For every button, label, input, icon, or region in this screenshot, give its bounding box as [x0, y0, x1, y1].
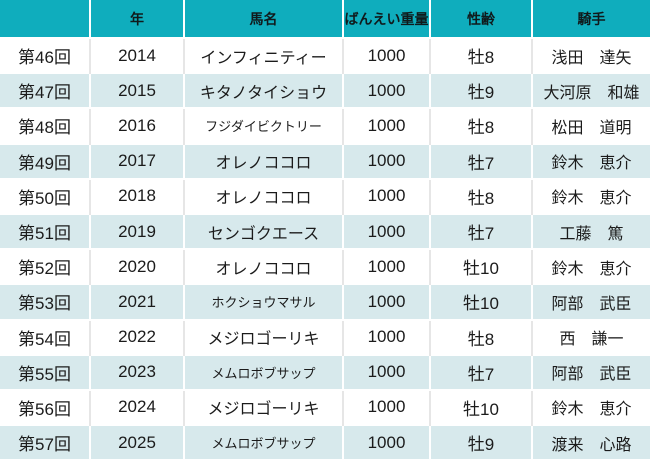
year-cell: 2020	[89, 248, 184, 285]
horse-name-cell: オレノココロ	[183, 248, 343, 285]
sex-age-cell: 牡10	[429, 248, 532, 285]
horse-name-cell: オレノココロ	[183, 142, 343, 179]
jockey-cell: 渡来 心路	[531, 424, 650, 459]
sex-age-cell: 牡10	[429, 283, 532, 320]
horse-name-cell: センゴクエース	[183, 212, 343, 250]
table-row: 第50回 2018 オレノココロ 1000 牡8 鈴木 恵介	[0, 177, 650, 214]
year-cell: 2014	[89, 36, 184, 74]
weight-cell: 1000	[342, 318, 430, 355]
edition-cell: 第51回	[0, 212, 90, 250]
year-cell: 2018	[89, 177, 184, 214]
sex-age-cell: 牡10	[429, 388, 532, 426]
weight-cell: 1000	[342, 248, 430, 285]
jockey-cell: 大河原 和雄	[531, 72, 650, 109]
edition-cell: 第47回	[0, 72, 90, 109]
jockey-cell: 浅田 達矢	[531, 36, 650, 74]
column-header-edition	[0, 0, 90, 38]
column-header-year: 年	[89, 0, 184, 38]
edition-cell: 第48回	[0, 107, 90, 144]
jockey-cell: 松田 道明	[531, 107, 650, 144]
horse-name-cell: メジロゴーリキ	[183, 388, 343, 426]
weight-cell: 1000	[342, 212, 430, 250]
year-cell: 2019	[89, 212, 184, 250]
edition-cell: 第50回	[0, 177, 90, 214]
weight-cell: 1000	[342, 72, 430, 109]
sex-age-cell: 牡8	[429, 318, 532, 355]
table-row: 第49回 2017 オレノココロ 1000 牡7 鈴木 恵介	[0, 142, 650, 179]
jockey-cell: 鈴木 恵介	[531, 248, 650, 285]
table-row: 第52回 2020 オレノココロ 1000 牡10 鈴木 恵介	[0, 248, 650, 285]
year-cell: 2022	[89, 318, 184, 355]
horse-name-cell: メジロゴーリキ	[183, 318, 343, 355]
column-header-jockey: 騎手	[531, 0, 650, 38]
edition-cell: 第53回	[0, 283, 90, 320]
edition-cell: 第49回	[0, 142, 90, 179]
edition-cell: 第52回	[0, 248, 90, 285]
sex-age-cell: 牡9	[429, 72, 532, 109]
horse-name-cell: キタノタイショウ	[183, 72, 343, 109]
jockey-cell: 阿部 武臣	[531, 353, 650, 390]
column-header-weight: ばんえい重量	[342, 0, 430, 38]
weight-cell: 1000	[342, 177, 430, 214]
year-cell: 2021	[89, 283, 184, 320]
weight-cell: 1000	[342, 283, 430, 320]
column-header-sex-age: 性齢	[429, 0, 532, 38]
sex-age-cell: 牡8	[429, 36, 532, 74]
edition-cell: 第55回	[0, 353, 90, 390]
jockey-cell: 工藤 篤	[531, 212, 650, 250]
table-row: 第55回 2023 メムロボブサップ 1000 牡7 阿部 武臣	[0, 353, 650, 390]
jockey-cell: 西 謙一	[531, 318, 650, 355]
table-row: 第47回 2015 キタノタイショウ 1000 牡9 大河原 和雄	[0, 72, 650, 109]
table-body: 第46回 2014 インフィニティー 1000 牡8 浅田 達矢 第47回 20…	[0, 36, 650, 459]
sex-age-cell: 牡8	[429, 107, 532, 144]
jockey-cell: 阿部 武臣	[531, 283, 650, 320]
sex-age-cell: 牡9	[429, 424, 532, 459]
sex-age-cell: 牡7	[429, 353, 532, 390]
table-row: 第48回 2016 フジダイビクトリー 1000 牡8 松田 道明	[0, 107, 650, 144]
edition-cell: 第54回	[0, 318, 90, 355]
horse-name-cell: メムロボブサップ	[183, 353, 343, 390]
table-row: 第51回 2019 センゴクエース 1000 牡7 工藤 篤	[0, 212, 650, 250]
year-cell: 2017	[89, 142, 184, 179]
edition-cell: 第57回	[0, 424, 90, 459]
sex-age-cell: 牡8	[429, 177, 532, 214]
edition-cell: 第46回	[0, 36, 90, 74]
jockey-cell: 鈴木 恵介	[531, 177, 650, 214]
sex-age-cell: 牡7	[429, 212, 532, 250]
horse-name-cell: フジダイビクトリー	[183, 107, 343, 144]
weight-cell: 1000	[342, 388, 430, 426]
horse-name-cell: オレノココロ	[183, 177, 343, 214]
weight-cell: 1000	[342, 36, 430, 74]
year-cell: 2025	[89, 424, 184, 459]
weight-cell: 1000	[342, 107, 430, 144]
table-row: 第54回 2022 メジロゴーリキ 1000 牡8 西 謙一	[0, 318, 650, 355]
weight-cell: 1000	[342, 353, 430, 390]
column-header-horse-name: 馬名	[183, 0, 343, 38]
table-row: 第46回 2014 インフィニティー 1000 牡8 浅田 達矢	[0, 36, 650, 74]
edition-cell: 第56回	[0, 388, 90, 426]
weight-cell: 1000	[342, 424, 430, 459]
jockey-cell: 鈴木 恵介	[531, 142, 650, 179]
horse-name-cell: ホクショウマサル	[183, 283, 343, 320]
horse-name-cell: インフィニティー	[183, 36, 343, 74]
jockey-cell: 鈴木 恵介	[531, 388, 650, 426]
horse-name-cell: メムロボブサップ	[183, 424, 343, 459]
year-cell: 2023	[89, 353, 184, 390]
header-row: 年 馬名 ばんえい重量 性齢 騎手	[0, 0, 650, 38]
table-row: 第53回 2021 ホクショウマサル 1000 牡10 阿部 武臣	[0, 283, 650, 320]
sex-age-cell: 牡7	[429, 142, 532, 179]
table-row: 第56回 2024 メジロゴーリキ 1000 牡10 鈴木 恵介	[0, 388, 650, 426]
year-cell: 2015	[89, 72, 184, 109]
year-cell: 2016	[89, 107, 184, 144]
table-row: 第57回 2025 メムロボブサップ 1000 牡9 渡来 心路	[0, 424, 650, 459]
weight-cell: 1000	[342, 142, 430, 179]
table-header: 年 馬名 ばんえい重量 性齢 騎手	[0, 0, 650, 38]
year-cell: 2024	[89, 388, 184, 426]
